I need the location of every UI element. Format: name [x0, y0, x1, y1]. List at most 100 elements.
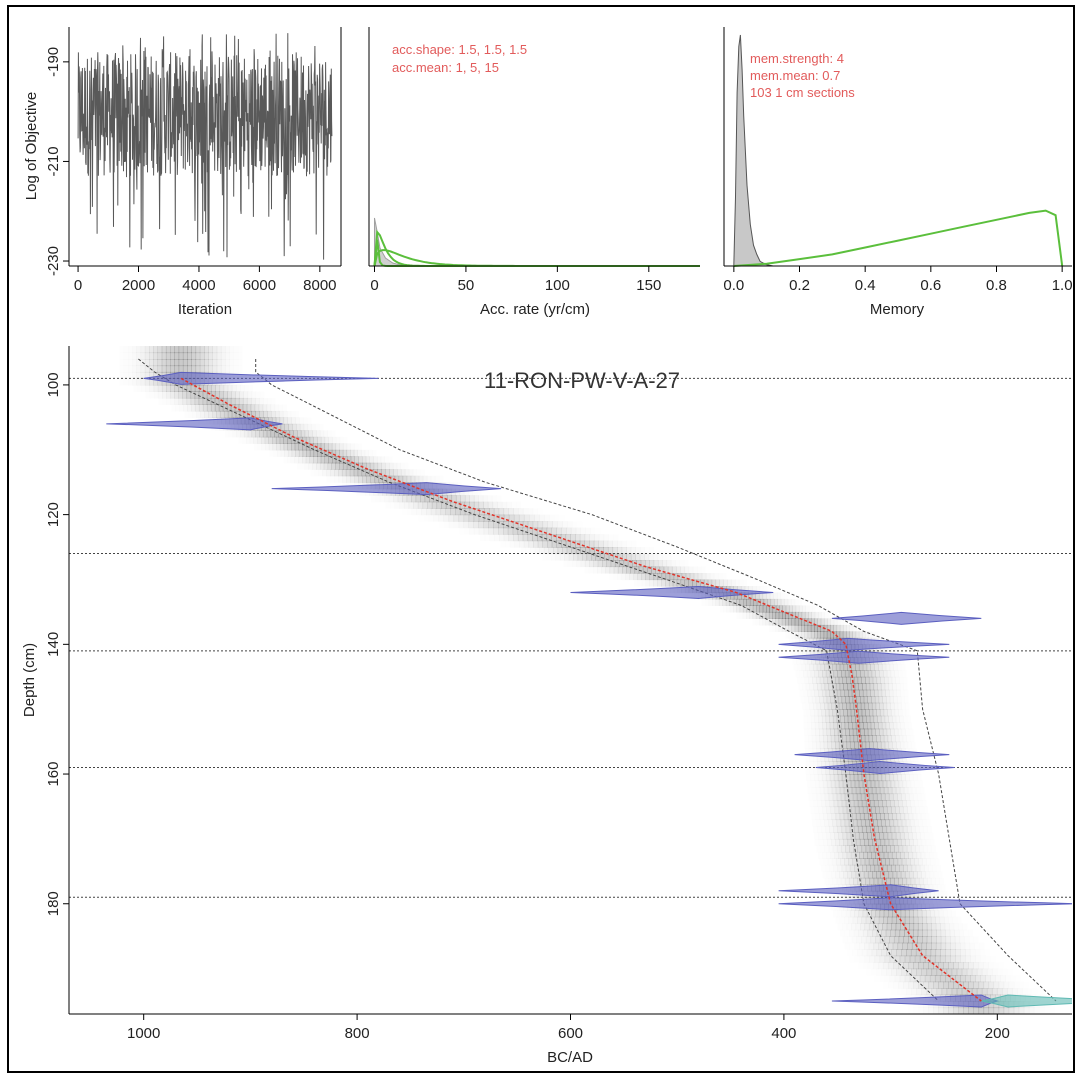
uncertainty-cell — [378, 475, 384, 483]
uncertainty-cell — [322, 469, 327, 476]
uncertainty-cell — [232, 385, 237, 392]
uncertainty-cell — [854, 851, 860, 859]
uncertainty-cell — [794, 664, 798, 671]
accumulation-rate-panel: 0 50 100 150 Acc. rate (yr/cm) acc.shape: 1… — [368, 27, 700, 318]
uncertainty-cell — [931, 942, 937, 950]
uncertainty-cell — [119, 378, 124, 385]
uncertainty-cell — [671, 560, 676, 567]
uncertainty-cell — [295, 411, 300, 418]
uncertainty-cell — [614, 560, 620, 568]
uncertainty-cell — [591, 553, 596, 561]
uncertainty-cell — [238, 437, 242, 444]
uncertainty-cell — [794, 618, 799, 626]
uncertainty-cell — [864, 793, 870, 801]
uncertainty-cell — [165, 359, 171, 367]
uncertainty-cell — [296, 423, 301, 431]
uncertainty-cell — [306, 449, 311, 457]
uncertainty-cell — [943, 910, 948, 917]
uncertainty-cell — [275, 417, 281, 425]
uncertainty-cell — [488, 514, 495, 522]
uncertainty-cell — [863, 813, 869, 821]
uncertainty-cell — [823, 781, 828, 788]
uncertainty-cell — [976, 988, 983, 996]
uncertainty-cell — [828, 761, 834, 769]
uncertainty-cell — [841, 774, 847, 782]
uncertainty-cell — [815, 839, 820, 846]
uncertainty-cell — [858, 709, 863, 717]
uncertainty-cell — [820, 787, 825, 794]
uncertainty-cell — [920, 949, 927, 957]
uncertainty-cell — [132, 378, 137, 385]
uncertainty-cell — [834, 780, 840, 788]
upper-95-range-line — [255, 359, 1057, 1002]
uncertainty-cell — [945, 929, 951, 937]
uncertainty-cell — [845, 696, 850, 704]
uncertainty-cell — [191, 346, 197, 354]
uncertainty-cell — [814, 807, 819, 814]
uncertainty-cell — [913, 839, 918, 846]
uncertainty-cell — [943, 962, 949, 970]
uncertainty-cell — [310, 469, 315, 476]
uncertainty-cell — [621, 573, 626, 580]
uncertainty-cell — [884, 715, 889, 723]
uncertainty-cell — [707, 579, 713, 587]
uncertainty-cell — [546, 534, 552, 542]
uncertainty-cell — [953, 962, 959, 970]
uncertainty-cell — [836, 689, 842, 697]
uncertainty-cell — [827, 741, 832, 749]
uncertainty-cell — [860, 793, 866, 801]
uncertainty-cell — [922, 936, 928, 944]
uncertainty-cell — [922, 890, 927, 898]
uncertainty-cell — [846, 702, 851, 710]
uncertainty-cell — [834, 806, 840, 814]
uncertainty-cell — [748, 592, 753, 600]
uncertainty-cell — [870, 956, 876, 963]
uncertainty-cell — [191, 404, 196, 412]
uncertainty-cell — [250, 404, 256, 412]
uncertainty-cell — [827, 787, 833, 795]
uncertainty-cell — [488, 527, 494, 535]
uncertainty-cell — [665, 579, 670, 587]
uncertainty-cell — [468, 521, 474, 529]
sections-annotation: 103 1 cm sections — [750, 85, 855, 100]
uncertainty-cell — [844, 917, 849, 924]
uncertainty-cell — [970, 975, 976, 983]
uncertainty-cell — [795, 670, 799, 677]
uncertainty-cell — [283, 404, 288, 411]
uncertainty-cell — [819, 657, 824, 665]
uncertainty-cell — [221, 366, 226, 373]
uncertainty-cell — [862, 929, 869, 937]
uncertainty-cell — [900, 742, 904, 749]
uncertainty-cell — [684, 579, 689, 587]
uncertainty-cell — [828, 754, 833, 762]
uncertainty-cell — [917, 794, 922, 801]
uncertainty-cell — [849, 800, 855, 808]
uncertainty-cell — [822, 800, 827, 807]
uncertainty-cell — [872, 709, 877, 717]
uncertainty-cell — [865, 676, 870, 684]
uncertainty-cell — [999, 962, 1005, 969]
uncertainty-cell — [208, 359, 213, 367]
uncertainty-cell — [216, 352, 222, 360]
uncertainty-cell — [675, 560, 680, 567]
uncertainty-cell — [397, 469, 402, 477]
uncertainty-cell — [804, 729, 808, 736]
uncertainty-cell — [975, 975, 981, 983]
uncertainty-cell — [413, 501, 419, 509]
uncertainty-cell — [421, 508, 426, 515]
uncertainty-cell — [204, 359, 209, 367]
uncertainty-cell — [517, 527, 523, 535]
uncertainty-cell — [140, 346, 146, 354]
uncertainty-cell — [951, 910, 956, 917]
uncertainty-cell — [622, 553, 627, 561]
uncertainty-cell — [746, 598, 751, 606]
uncertainty-cell — [843, 787, 849, 795]
uncertainty-cell — [326, 469, 331, 476]
uncertainty-cell — [607, 547, 614, 555]
uncertainty-cell — [860, 819, 866, 827]
uncertainty-cell — [896, 742, 900, 749]
uncertainty-cell — [878, 942, 884, 950]
uncertainty-cell — [898, 982, 904, 989]
uncertainty-cell — [338, 476, 343, 483]
uncertainty-cell — [922, 839, 927, 846]
